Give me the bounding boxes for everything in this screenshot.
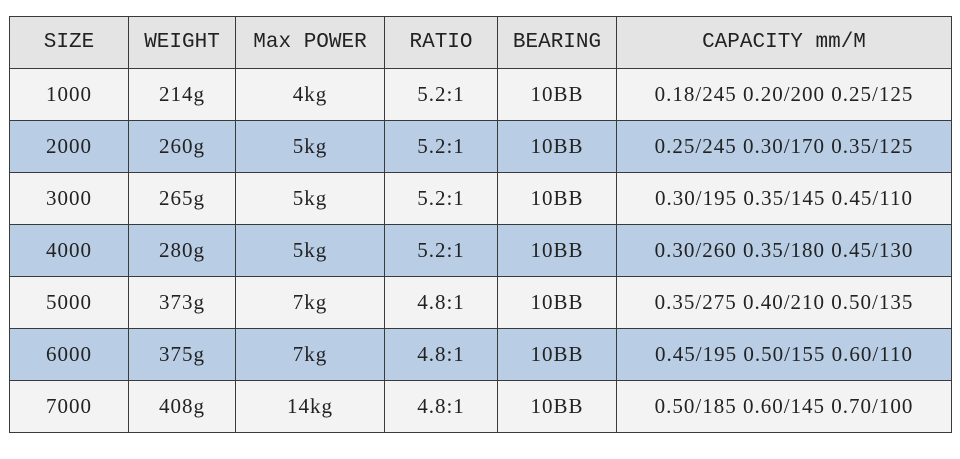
table-cell: 0.45/195 0.50/155 0.60/110 — [616, 328, 952, 381]
table-cell: 4.8:1 — [384, 276, 498, 329]
table-cell: 10BB — [497, 224, 617, 277]
table-cell: 5.2:1 — [384, 172, 498, 225]
table-cell: 7000 — [9, 380, 129, 433]
header-cell: SIZE — [9, 16, 129, 69]
table-cell: 4000 — [9, 224, 129, 277]
table-cell: 5.2:1 — [384, 120, 498, 173]
table-cell: 5kg — [235, 120, 385, 173]
table-row: 2000 260g 5kg 5.2:1 10BB 0.25/245 0.30/170 0.… — [9, 120, 952, 173]
table-cell: 5000 — [9, 276, 129, 329]
spec-table: SIZE WEIGHT Max POWER RATIO BEARING CAPACITY … — [9, 16, 952, 433]
table-row: 4000 280g 5kg 5.2:1 10BB 0.30/260 0.35/180 0.… — [9, 224, 952, 277]
table-cell: 4kg — [235, 68, 385, 121]
table-cell: 10BB — [497, 172, 617, 225]
table-cell: 408g — [128, 380, 236, 433]
table-cell: 260g — [128, 120, 236, 173]
table-row: 3000 265g 5kg 5.2:1 10BB 0.30/195 0.35/145 0.… — [9, 172, 952, 225]
table-cell: 4.8:1 — [384, 328, 498, 381]
table-cell: 0.30/195 0.35/145 0.45/110 — [616, 172, 952, 225]
table-cell: 5kg — [235, 172, 385, 225]
table-cell: 3000 — [9, 172, 129, 225]
table-cell: 0.50/185 0.60/145 0.70/100 — [616, 380, 952, 433]
table-cell: 265g — [128, 172, 236, 225]
header-cell: Max POWER — [235, 16, 385, 69]
table-cell: 280g — [128, 224, 236, 277]
header-cell: CAPACITY mm/M — [616, 16, 952, 69]
table-cell: 0.18/245 0.20/200 0.25/125 — [616, 68, 952, 121]
table-cell: 373g — [128, 276, 236, 329]
table-cell: 7kg — [235, 276, 385, 329]
table-cell: 10BB — [497, 380, 617, 433]
header-cell: BEARING — [497, 16, 617, 69]
table-cell: 375g — [128, 328, 236, 381]
table-row: 6000 375g 7kg 4.8:1 10BB 0.45/195 0.50/155 0.… — [9, 328, 952, 381]
table-row: 7000 408g 14kg 4.8:1 10BB 0.50/185 0.60/145 0… — [9, 380, 952, 433]
header-cell: WEIGHT — [128, 16, 236, 69]
table-cell: 6000 — [9, 328, 129, 381]
table-cell: 5kg — [235, 224, 385, 277]
table-cell: 5.2:1 — [384, 68, 498, 121]
table-cell: 2000 — [9, 120, 129, 173]
table-cell: 1000 — [9, 68, 129, 121]
table-row: 1000 214g 4kg 5.2:1 10BB 0.18/245 0.20/200 0.… — [9, 68, 952, 121]
table-cell: 10BB — [497, 328, 617, 381]
table-cell: 7kg — [235, 328, 385, 381]
table-cell: 10BB — [497, 120, 617, 173]
table-row: 5000 373g 7kg 4.8:1 10BB 0.35/275 0.40/210 0.… — [9, 276, 952, 329]
table-cell: 5.2:1 — [384, 224, 498, 277]
header-row: SIZE WEIGHT Max POWER RATIO BEARING CAPACITY … — [9, 16, 952, 69]
table-cell: 0.30/260 0.35/180 0.45/130 — [616, 224, 952, 277]
table-cell: 14kg — [235, 380, 385, 433]
table-cell: 214g — [128, 68, 236, 121]
table-cell: 4.8:1 — [384, 380, 498, 433]
table-cell: 0.35/275 0.40/210 0.50/135 — [616, 276, 952, 329]
header-cell: RATIO — [384, 16, 498, 69]
table-cell: 0.25/245 0.30/170 0.35/125 — [616, 120, 952, 173]
table-cell: 10BB — [497, 276, 617, 329]
table-cell: 10BB — [497, 68, 617, 121]
